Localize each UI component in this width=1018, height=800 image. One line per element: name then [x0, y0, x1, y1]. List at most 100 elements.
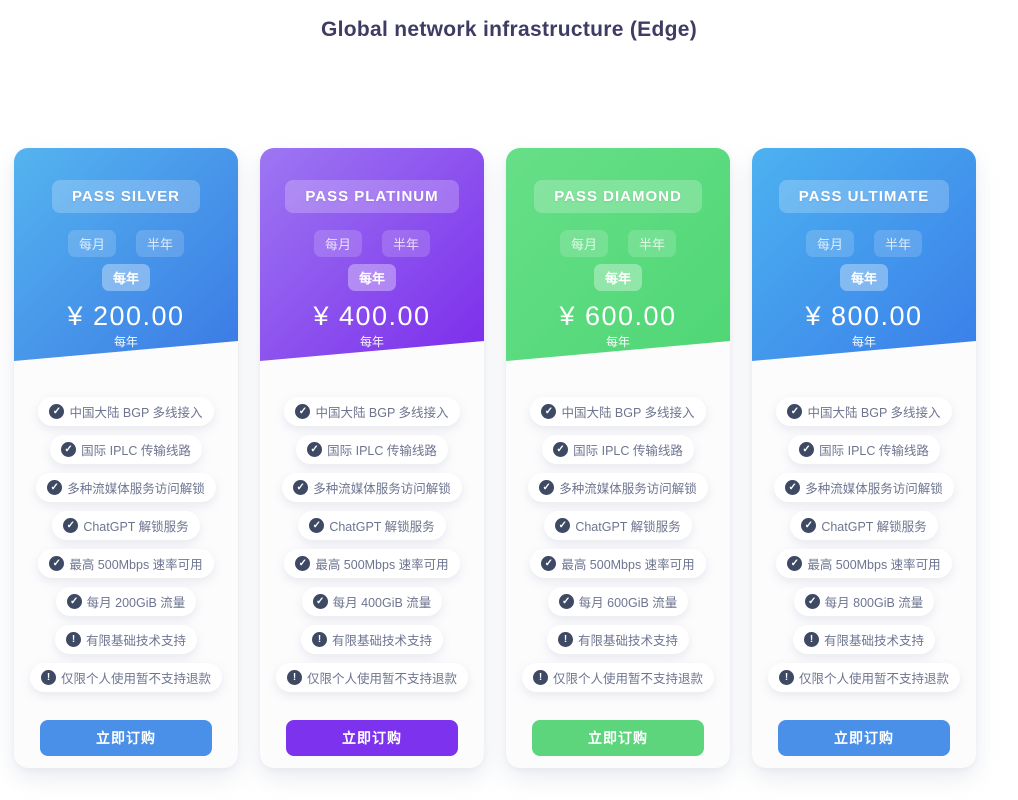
exclamation-icon: ! — [286, 670, 302, 685]
feature-label: 国际 IPLC 传输线路 — [819, 444, 929, 458]
plans-grid: PASS SILVER 每月 半年 每年 ¥ 200.00 每年 ✓ 中国大陆 … — [0, 148, 1018, 768]
billing-tabs: 每月 半年 — [506, 230, 730, 257]
feature-label: 每月 800GiB 流量 — [824, 596, 924, 610]
check-icon: ✓ — [799, 442, 815, 457]
feature-label: 多种流媒体服务访问解锁 — [805, 482, 943, 496]
feature-label: 多种流媒体服务访问解锁 — [559, 482, 697, 496]
feature-pill: ✓ 国际 IPLC 传输线路 — [788, 435, 940, 464]
feature-label: 仅限个人使用暂不支持退款 — [552, 672, 703, 686]
billing-tab-half-year[interactable]: 半年 — [136, 230, 184, 257]
billing-tab-yearly[interactable]: 每年 — [102, 264, 150, 291]
feature-list: ✓ 中国大陆 BGP 多线接入 ✓ 国际 IPLC 传输线路 ✓ 多种流媒体服务… — [14, 397, 238, 692]
check-icon: ✓ — [555, 518, 571, 533]
order-button[interactable]: 立即订购 — [778, 720, 950, 756]
plan-name-badge: PASS ULTIMATE — [779, 180, 950, 213]
feature-label: 仅限个人使用暂不支持退款 — [60, 672, 211, 686]
feature-label: ChatGPT 解锁服务 — [821, 520, 927, 534]
plan-header: PASS DIAMOND 每月 半年 每年 ¥ 600.00 每年 — [506, 148, 730, 361]
check-icon: ✓ — [804, 594, 820, 609]
feature-label: 国际 IPLC 传输线路 — [573, 444, 683, 458]
order-button[interactable]: 立即订购 — [40, 720, 212, 756]
feature-pill: ✓ 中国大陆 BGP 多线接入 — [38, 397, 214, 426]
billing-tab-half-year[interactable]: 半年 — [874, 230, 922, 257]
feature-pill: ✓ 每月 800GiB 流量 — [793, 587, 935, 616]
order-button[interactable]: 立即订购 — [286, 720, 458, 756]
feature-list: ✓ 中国大陆 BGP 多线接入 ✓ 国际 IPLC 传输线路 ✓ 多种流媒体服务… — [506, 397, 730, 692]
plan-price-cycle: 每年 — [851, 335, 876, 349]
feature-pill: ✓ ChatGPT 解锁服务 — [52, 511, 200, 540]
billing-tab-yearly[interactable]: 每年 — [348, 264, 396, 291]
plan-card: PASS DIAMOND 每月 半年 每年 ¥ 600.00 每年 ✓ 中国大陆… — [506, 148, 730, 768]
feature-label: 多种流媒体服务访问解锁 — [67, 482, 205, 496]
check-icon: ✓ — [49, 556, 65, 571]
feature-pill: ✓ 最高 500Mbps 速率可用 — [530, 549, 706, 578]
feature-label: 国际 IPLC 传输线路 — [327, 444, 437, 458]
feature-pill: ✓ 多种流媒体服务访问解锁 — [774, 473, 954, 502]
feature-pill: ✓ 多种流媒体服务访问解锁 — [528, 473, 708, 502]
billing-tab-half-year[interactable]: 半年 — [628, 230, 676, 257]
feature-pill: ✓ ChatGPT 解锁服务 — [298, 511, 446, 540]
check-icon: ✓ — [539, 480, 555, 495]
plan-price-cycle: 每年 — [359, 335, 384, 349]
plan-card: PASS ULTIMATE 每月 半年 每年 ¥ 800.00 每年 ✓ 中国大… — [752, 148, 976, 768]
feature-label: 最高 500Mbps 速率可用 — [315, 558, 449, 572]
plan-price-cycle: 每年 — [605, 335, 630, 349]
feature-pill: ✓ 最高 500Mbps 速率可用 — [776, 549, 952, 578]
billing-tabs-row2: 每年 — [506, 264, 730, 291]
feature-label: 每月 400GiB 流量 — [332, 596, 432, 610]
check-icon: ✓ — [47, 480, 63, 495]
page-title: Global network infrastructure (Edge) — [320, 18, 697, 41]
feature-label: 有限基础技术支持 — [577, 634, 678, 648]
feature-label: 每月 600GiB 流量 — [578, 596, 678, 610]
feature-pill: ✓ 国际 IPLC 传输线路 — [296, 435, 448, 464]
exclamation-icon: ! — [557, 632, 573, 647]
check-icon: ✓ — [307, 442, 323, 457]
billing-tab-yearly[interactable]: 每年 — [840, 264, 888, 291]
check-icon: ✓ — [61, 442, 77, 457]
feature-label: 最高 500Mbps 速率可用 — [69, 558, 203, 572]
billing-tab-yearly[interactable]: 每年 — [594, 264, 642, 291]
billing-tab-monthly[interactable]: 每月 — [560, 230, 608, 257]
feature-pill: ✓ 国际 IPLC 传输线路 — [50, 435, 202, 464]
order-button[interactable]: 立即订购 — [532, 720, 704, 756]
feature-label: 国际 IPLC 传输线路 — [81, 444, 191, 458]
billing-tab-monthly[interactable]: 每月 — [68, 230, 116, 257]
feature-pill: ✓ 中国大陆 BGP 多线接入 — [530, 397, 706, 426]
check-icon: ✓ — [295, 556, 311, 571]
exclamation-icon: ! — [40, 670, 56, 685]
exclamation-icon: ! — [803, 632, 819, 647]
billing-tab-half-year[interactable]: 半年 — [382, 230, 430, 257]
feature-label: ChatGPT 解锁服务 — [83, 520, 189, 534]
feature-label: 有限基础技术支持 — [85, 634, 186, 648]
feature-pill: ✓ 中国大陆 BGP 多线接入 — [284, 397, 460, 426]
feature-pill: ✓ ChatGPT 解锁服务 — [790, 511, 938, 540]
billing-tabs: 每月 半年 — [260, 230, 484, 257]
feature-pill: ✓ ChatGPT 解锁服务 — [544, 511, 692, 540]
feature-label: 有限基础技术支持 — [331, 634, 432, 648]
plan-header: PASS ULTIMATE 每月 半年 每年 ¥ 800.00 每年 — [752, 148, 976, 361]
check-icon: ✓ — [541, 556, 557, 571]
feature-pill: ✓ 国际 IPLC 传输线路 — [542, 435, 694, 464]
feature-label: 中国大陆 BGP 多线接入 — [315, 406, 449, 420]
billing-tabs: 每月 半年 — [752, 230, 976, 257]
feature-pill: ✓ 多种流媒体服务访问解锁 — [36, 473, 216, 502]
exclamation-icon: ! — [778, 670, 794, 685]
plan-price: ¥ 600.00 — [559, 301, 677, 331]
feature-label: 中国大陆 BGP 多线接入 — [561, 406, 695, 420]
billing-tab-monthly[interactable]: 每月 — [806, 230, 854, 257]
check-icon: ✓ — [801, 518, 817, 533]
check-icon: ✓ — [558, 594, 574, 609]
feature-pill: ! 有限基础技术支持 — [54, 625, 197, 654]
feature-pill: ! 有限基础技术支持 — [546, 625, 689, 654]
plan-name-badge: PASS DIAMOND — [534, 180, 702, 213]
feature-pill: ! 仅限个人使用暂不支持退款 — [29, 663, 222, 692]
feature-label: 中国大陆 BGP 多线接入 — [807, 406, 941, 420]
billing-tabs-row2: 每年 — [14, 264, 238, 291]
feature-label: ChatGPT 解锁服务 — [575, 520, 681, 534]
billing-tab-monthly[interactable]: 每月 — [314, 230, 362, 257]
check-icon: ✓ — [787, 404, 803, 419]
billing-tabs: 每月 半年 — [14, 230, 238, 257]
plan-price-cycle: 每年 — [113, 335, 138, 349]
check-icon: ✓ — [787, 556, 803, 571]
check-icon: ✓ — [553, 442, 569, 457]
